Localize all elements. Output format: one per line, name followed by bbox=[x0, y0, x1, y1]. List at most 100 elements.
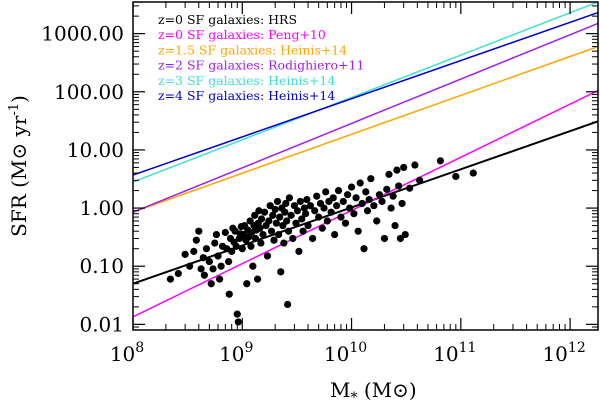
plot-frame bbox=[132, 1, 599, 331]
data-point bbox=[347, 183, 356, 191]
data-point bbox=[346, 204, 354, 212]
data-point bbox=[367, 175, 375, 183]
data-point bbox=[360, 245, 368, 253]
series-line-5 bbox=[133, 11, 598, 176]
y-tick-label: 1000.00 bbox=[41, 22, 124, 46]
data-point bbox=[400, 163, 408, 172]
data-point bbox=[395, 182, 403, 190]
series-line-4 bbox=[133, 2, 598, 183]
data-point bbox=[253, 275, 262, 283]
data-point bbox=[221, 228, 229, 237]
data-point bbox=[385, 170, 393, 178]
data-point bbox=[323, 217, 331, 225]
data-point bbox=[363, 207, 372, 215]
data-point bbox=[375, 191, 384, 199]
x-tick-label: 108 bbox=[110, 340, 144, 366]
data-point bbox=[303, 195, 311, 204]
data-point bbox=[249, 262, 257, 270]
data-point bbox=[411, 161, 419, 169]
data-point bbox=[391, 221, 399, 230]
data-point bbox=[302, 210, 310, 218]
data-point bbox=[365, 195, 373, 204]
data-point bbox=[436, 157, 444, 165]
data-point bbox=[202, 245, 211, 253]
x-tick-label: 109 bbox=[219, 340, 253, 366]
data-point bbox=[199, 254, 207, 262]
data-point bbox=[333, 202, 341, 210]
data-point bbox=[292, 219, 300, 227]
legend-entry: z=3 SF galaxies: Heinis+14 bbox=[158, 73, 335, 88]
data-point bbox=[267, 227, 276, 235]
data-point bbox=[271, 205, 279, 213]
data-point bbox=[200, 271, 208, 279]
data-point bbox=[257, 239, 265, 247]
data-point bbox=[225, 258, 233, 266]
data-point bbox=[283, 217, 291, 225]
data-point bbox=[282, 199, 290, 208]
data-point bbox=[373, 217, 381, 225]
data-point bbox=[284, 300, 292, 309]
data-point bbox=[287, 211, 295, 219]
regression-lines bbox=[133, 2, 598, 318]
data-point bbox=[354, 227, 362, 235]
data-point bbox=[289, 234, 297, 243]
data-point bbox=[298, 215, 306, 223]
data-point bbox=[389, 192, 397, 200]
data-point bbox=[300, 204, 308, 212]
data-point bbox=[315, 213, 323, 221]
x-tick-labels: 108 109 1010 1011 1012 bbox=[110, 340, 586, 366]
data-point bbox=[469, 169, 477, 177]
data-point bbox=[281, 208, 289, 216]
data-point bbox=[228, 247, 236, 255]
data-point bbox=[452, 172, 460, 181]
y-tick-label: 10.00 bbox=[67, 138, 124, 162]
data-point bbox=[329, 194, 337, 202]
data-point bbox=[212, 230, 221, 239]
data-point bbox=[327, 208, 335, 216]
data-point bbox=[192, 236, 200, 244]
data-point bbox=[257, 215, 266, 223]
data-point bbox=[380, 234, 389, 243]
data-point bbox=[215, 275, 224, 283]
data-point bbox=[339, 197, 347, 206]
y-axis-label: SFR (M⊙ yr-1) bbox=[7, 95, 31, 237]
data-point bbox=[352, 194, 360, 202]
data-point bbox=[311, 207, 319, 215]
data-point bbox=[269, 211, 277, 219]
data-point bbox=[383, 185, 391, 193]
data-point bbox=[273, 197, 282, 206]
data-point bbox=[270, 236, 278, 244]
data-point bbox=[334, 186, 343, 195]
data-point bbox=[378, 197, 386, 206]
data-point bbox=[318, 224, 326, 232]
y-tick-label: 1.00 bbox=[79, 196, 124, 220]
data-point bbox=[259, 230, 267, 239]
data-point bbox=[181, 250, 189, 258]
data-point bbox=[195, 227, 203, 235]
data-point bbox=[308, 234, 317, 243]
x-tick-label: 1010 bbox=[324, 340, 367, 366]
legend-entry: z=4 SF galaxies: Heinis+14 bbox=[158, 88, 335, 103]
data-point bbox=[295, 247, 303, 255]
data-point bbox=[343, 191, 352, 199]
legend-entry: z=2 SF galaxies: Rodighiero+11 bbox=[158, 58, 364, 73]
series-line-3 bbox=[133, 22, 598, 213]
data-point bbox=[251, 234, 260, 243]
data-point bbox=[387, 204, 395, 212]
data-point bbox=[277, 268, 285, 276]
data-point bbox=[243, 280, 251, 288]
data-point bbox=[358, 199, 366, 208]
data-point bbox=[265, 217, 273, 225]
data-point bbox=[337, 213, 345, 221]
data-point bbox=[362, 188, 370, 196]
data-point bbox=[293, 207, 302, 215]
data-point bbox=[416, 176, 424, 184]
data-point bbox=[370, 202, 378, 210]
data-point bbox=[247, 242, 255, 250]
data-point bbox=[232, 242, 240, 250]
data-point bbox=[306, 202, 314, 210]
data-point bbox=[207, 280, 215, 288]
data-point bbox=[255, 207, 263, 215]
